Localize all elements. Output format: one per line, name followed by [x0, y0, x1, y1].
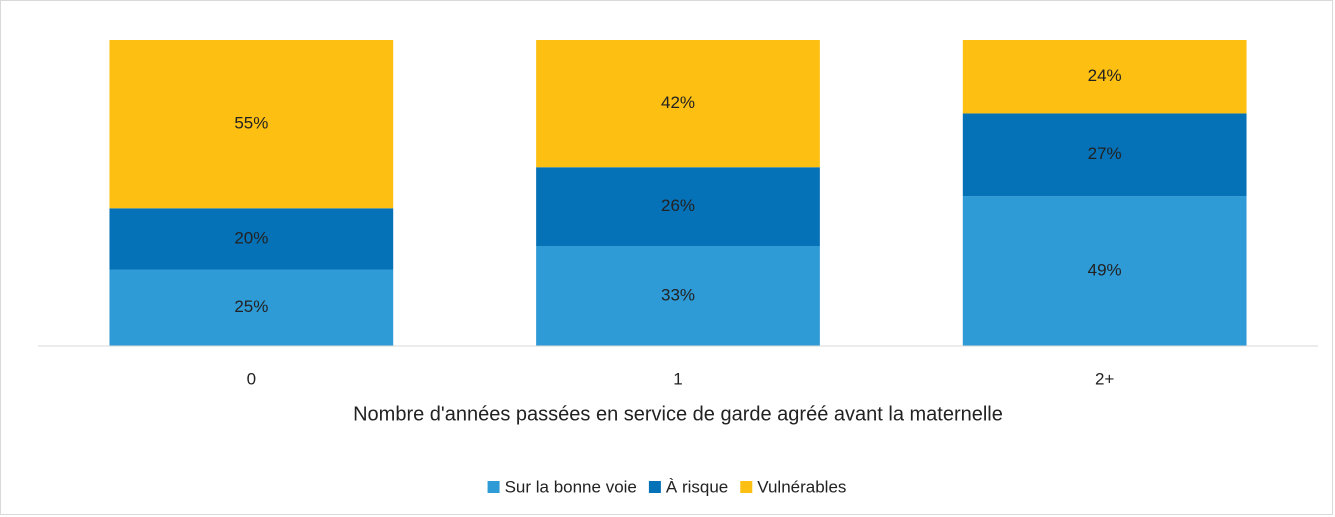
data-label: 27% [1088, 144, 1122, 163]
data-label: 42% [661, 93, 695, 112]
data-label: 33% [661, 285, 695, 304]
legend-label: À risque [666, 477, 728, 496]
bar-segment [536, 246, 820, 346]
bar-segment [536, 167, 820, 247]
legend-label: Sur la bonne voie [505, 477, 637, 496]
bar-segment [962, 196, 1247, 346]
x-tick-label: 2+ [1095, 369, 1114, 388]
data-label: 26% [661, 196, 695, 215]
bar-segment [536, 40, 820, 168]
bar-segment [109, 40, 394, 209]
bar-segment [109, 208, 394, 270]
x-axis-title: Nombre d'années passées en service de ga… [353, 403, 1003, 425]
bar-segment [962, 40, 1247, 114]
data-label: 24% [1088, 66, 1122, 85]
legend-swatch [740, 481, 753, 493]
data-label: 25% [234, 297, 268, 316]
legend-swatch [648, 481, 661, 493]
data-label: 49% [1088, 261, 1122, 280]
data-label: 55% [234, 114, 268, 133]
x-tick-label: 1 [673, 369, 682, 388]
bar-segment [109, 269, 394, 346]
x-tick-label: 0 [247, 369, 256, 388]
bar-segment [962, 113, 1247, 197]
legend-label: Vulnérables [757, 477, 846, 496]
legend-swatch [487, 481, 500, 493]
data-label: 20% [234, 228, 268, 247]
